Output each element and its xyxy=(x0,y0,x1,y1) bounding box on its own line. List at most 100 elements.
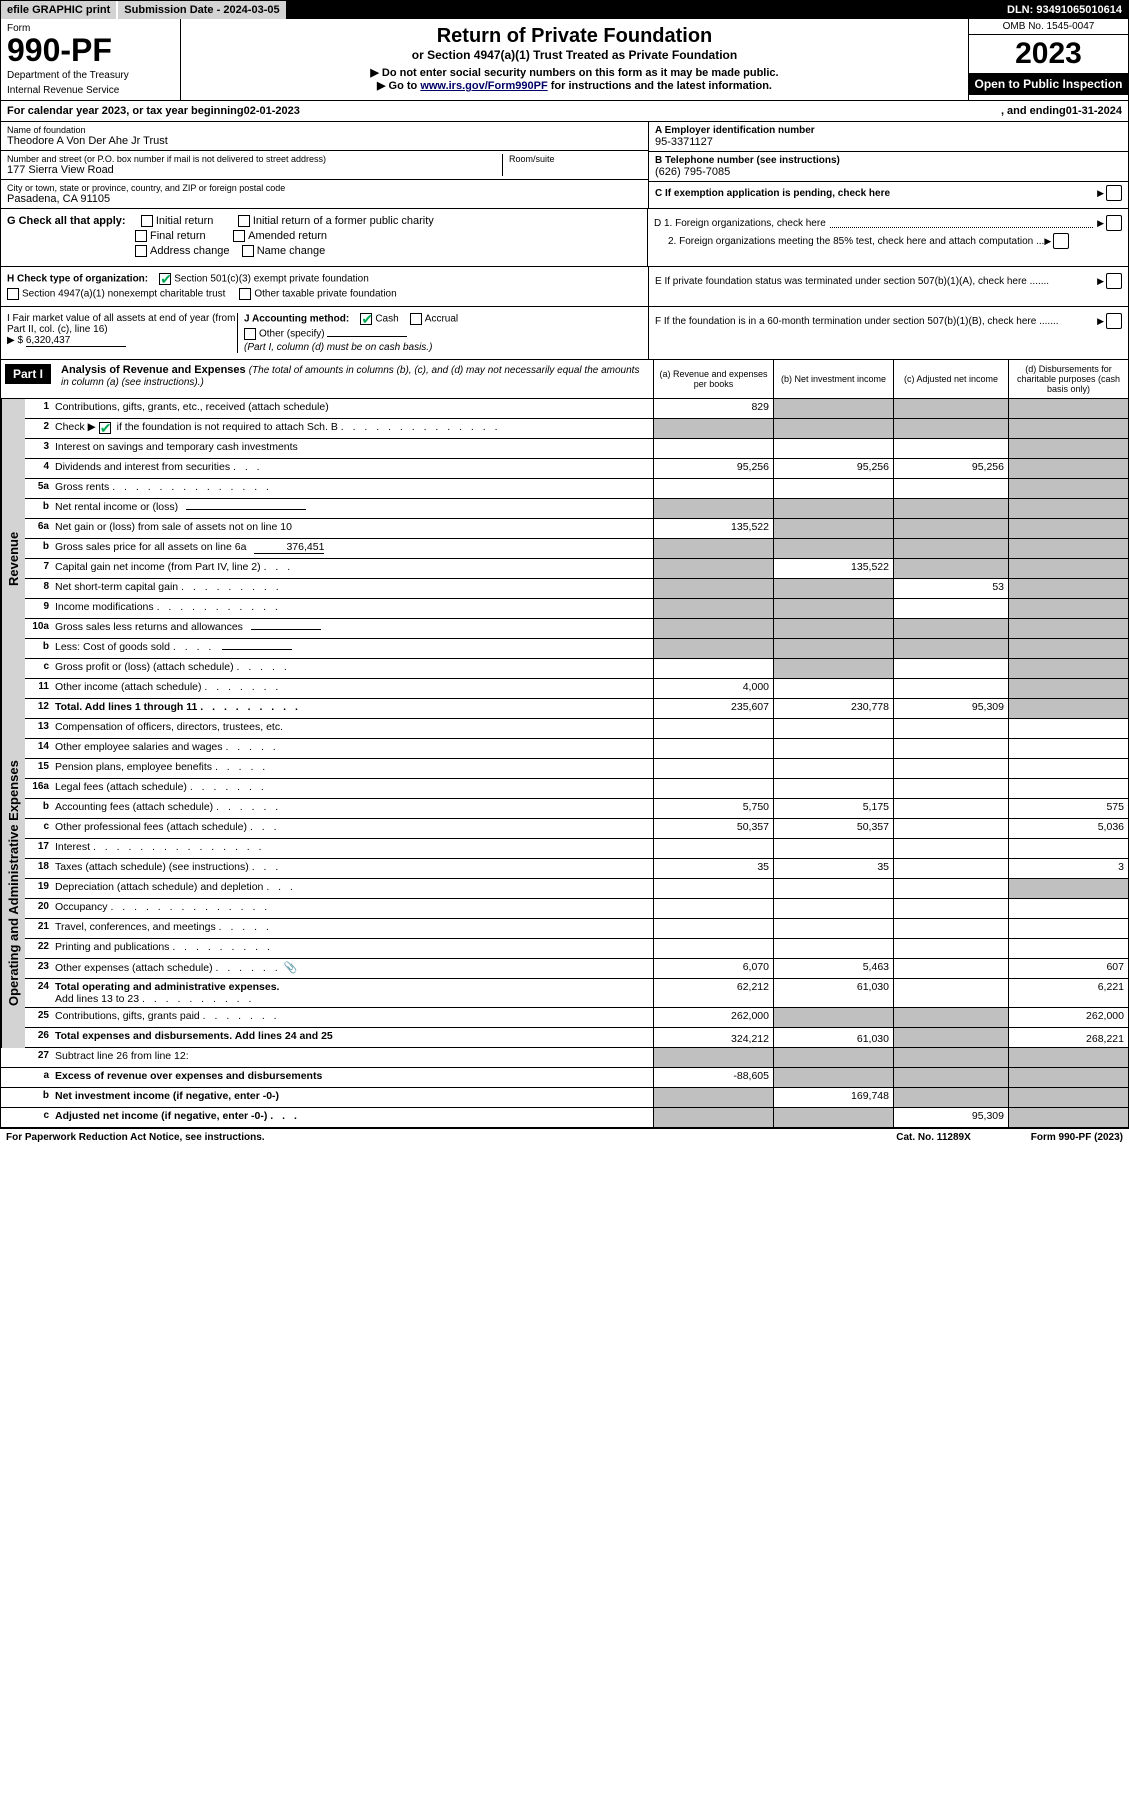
line10a-desc: Gross sales less returns and allowances xyxy=(55,619,653,638)
amended-return-cb[interactable] xyxy=(233,230,245,242)
fmv-value: 6,320,437 xyxy=(26,335,126,347)
room-label: Room/suite xyxy=(509,154,642,164)
page-footer: For Paperwork Reduction Act Notice, see … xyxy=(0,1129,1129,1146)
line13-desc: Compensation of officers, directors, tru… xyxy=(55,719,653,738)
line26-a: 324,212 xyxy=(653,1028,773,1047)
expenses-table: Operating and Administrative Expenses 13… xyxy=(1,719,1128,1048)
final-return-cb[interactable] xyxy=(135,230,147,242)
efile-btn[interactable]: efile GRAPHIC print xyxy=(1,1,118,19)
addr-label: Number and street (or P.O. box number if… xyxy=(7,154,502,164)
line18-a: 35 xyxy=(653,859,773,878)
dept-treasury: Department of the Treasury xyxy=(7,70,174,81)
line12-b: 230,778 xyxy=(773,699,893,718)
arrow-icon xyxy=(1044,236,1053,247)
arrow-icon xyxy=(1097,276,1106,287)
d2-checkbox[interactable] xyxy=(1053,233,1069,249)
ein-label: A Employer identification number xyxy=(655,125,1122,136)
revenue-table: Revenue 1Contributions, gifts, grants, e… xyxy=(1,399,1128,719)
d2-label: 2. Foreign organizations meeting the 85%… xyxy=(654,236,1044,247)
line16c-d: 5,036 xyxy=(1008,819,1128,838)
attach-icon[interactable]: 📎 xyxy=(284,962,298,974)
info-block: Name of foundation Theodore A Von Der Ah… xyxy=(1,122,1128,209)
line16c-desc: Other professional fees (attach schedule… xyxy=(55,819,653,838)
line11-desc: Other income (attach schedule) . . . . .… xyxy=(55,679,653,698)
initial-public-cb[interactable] xyxy=(238,215,250,227)
line19-desc: Depreciation (attach schedule) and deple… xyxy=(55,879,653,898)
line25-d: 262,000 xyxy=(1008,1008,1128,1027)
other-method-cb[interactable] xyxy=(244,328,256,340)
omb-number: OMB No. 1545-0047 xyxy=(969,19,1128,35)
line27c-desc: Adjusted net income (if negative, enter … xyxy=(55,1108,653,1127)
line4-desc: Dividends and interest from securities .… xyxy=(55,459,653,478)
line27-block: 27Subtract line 26 from line 12: aExcess… xyxy=(1,1048,1128,1128)
schb-cb[interactable] xyxy=(99,422,111,434)
line27b-desc: Net investment income (if negative, ente… xyxy=(55,1088,653,1107)
line3-desc: Interest on savings and temporary cash i… xyxy=(55,439,653,458)
form-title: Return of Private Foundation xyxy=(187,25,962,48)
e-checkbox[interactable] xyxy=(1106,273,1122,289)
line18-b: 35 xyxy=(773,859,893,878)
ssn-note: ▶ Do not enter social security numbers o… xyxy=(187,66,962,79)
line22-desc: Printing and publications . . . . . . . … xyxy=(55,939,653,958)
line2-desc: Check ▶ if the foundation is not require… xyxy=(55,419,653,438)
line4-a: 95,256 xyxy=(653,459,773,478)
form-header: Form 990-PF Department of the Treasury I… xyxy=(1,19,1128,101)
501c3-cb[interactable] xyxy=(159,273,171,285)
line24-d: 6,221 xyxy=(1008,979,1128,1007)
revenue-sidebar: Revenue xyxy=(1,399,25,719)
line25-a: 262,000 xyxy=(653,1008,773,1027)
d1-checkbox[interactable] xyxy=(1106,215,1122,231)
addr-change-cb[interactable] xyxy=(135,245,147,257)
other-taxable-cb[interactable] xyxy=(239,288,251,300)
line27c-c: 95,309 xyxy=(893,1108,1008,1127)
col-c-hdr: (c) Adjusted net income xyxy=(893,360,1008,398)
ij-row: I Fair market value of all assets at end… xyxy=(1,307,1128,360)
line11-a: 4,000 xyxy=(653,679,773,698)
line23-desc: Other expenses (attach schedule) . . . .… xyxy=(55,959,653,978)
line27a-desc: Excess of revenue over expenses and disb… xyxy=(55,1068,653,1087)
exemption-checkbox[interactable] xyxy=(1106,185,1122,201)
line7-b: 135,522 xyxy=(773,559,893,578)
cash-cb[interactable] xyxy=(360,313,372,325)
line6a-desc: Net gain or (loss) from sale of assets n… xyxy=(55,519,653,538)
top-bar: efile GRAPHIC print Submission Date - 20… xyxy=(1,1,1128,19)
line5a-desc: Gross rents . . . . . . . . . . . . . . xyxy=(55,479,653,498)
line12-desc: Total. Add lines 1 through 11 . . . . . … xyxy=(55,699,653,718)
city-label: City or town, state or province, country… xyxy=(7,183,642,193)
irs-link[interactable]: www.irs.gov/Form990PF xyxy=(420,80,547,92)
line24-a: 62,212 xyxy=(653,979,773,1007)
4947-cb[interactable] xyxy=(7,288,19,300)
line7-desc: Capital gain net income (from Part IV, l… xyxy=(55,559,653,578)
d1-label: D 1. Foreign organizations, check here xyxy=(654,218,826,229)
submission-date: Submission Date - 2024-03-05 xyxy=(118,1,285,19)
f-label: F If the foundation is in a 60-month ter… xyxy=(655,316,1059,327)
form-number: 990-PF xyxy=(7,34,174,66)
line24-b: 61,030 xyxy=(773,979,893,1007)
line14-desc: Other employee salaries and wages . . . … xyxy=(55,739,653,758)
line4-c: 95,256 xyxy=(893,459,1008,478)
part1-badge: Part I xyxy=(5,364,51,384)
form-subtitle: or Section 4947(a)(1) Trust Treated as P… xyxy=(187,48,962,62)
line12-a: 235,607 xyxy=(653,699,773,718)
phone-label: B Telephone number (see instructions) xyxy=(655,155,1122,166)
dln: DLN: 93491065010614 xyxy=(1001,1,1128,19)
line27b-b: 169,748 xyxy=(773,1088,893,1107)
form-page: efile GRAPHIC print Submission Date - 20… xyxy=(0,0,1129,1129)
name-change-cb[interactable] xyxy=(242,245,254,257)
foundation-name: Theodore A Von Der Ahe Jr Trust xyxy=(7,135,642,147)
line1-a: 829 xyxy=(653,399,773,418)
line6b-val: 376,451 xyxy=(254,541,324,554)
form-ref: Form 990-PF (2023) xyxy=(1031,1132,1123,1143)
line18-desc: Taxes (attach schedule) (see instruction… xyxy=(55,859,653,878)
initial-return-cb[interactable] xyxy=(141,215,153,227)
line25-desc: Contributions, gifts, grants paid . . . … xyxy=(55,1008,653,1027)
line16c-b: 50,357 xyxy=(773,819,893,838)
ein-value: 95-3371127 xyxy=(655,136,1122,148)
col-d-hdr: (d) Disbursements for charitable purpose… xyxy=(1008,360,1128,398)
f-checkbox[interactable] xyxy=(1106,313,1122,329)
check-grid: G Check all that apply: Initial return I… xyxy=(1,209,1128,267)
line16b-d: 575 xyxy=(1008,799,1128,818)
line6a-a: 135,522 xyxy=(653,519,773,538)
line9-desc: Income modifications . . . . . . . . . .… xyxy=(55,599,653,618)
accrual-cb[interactable] xyxy=(410,313,422,325)
